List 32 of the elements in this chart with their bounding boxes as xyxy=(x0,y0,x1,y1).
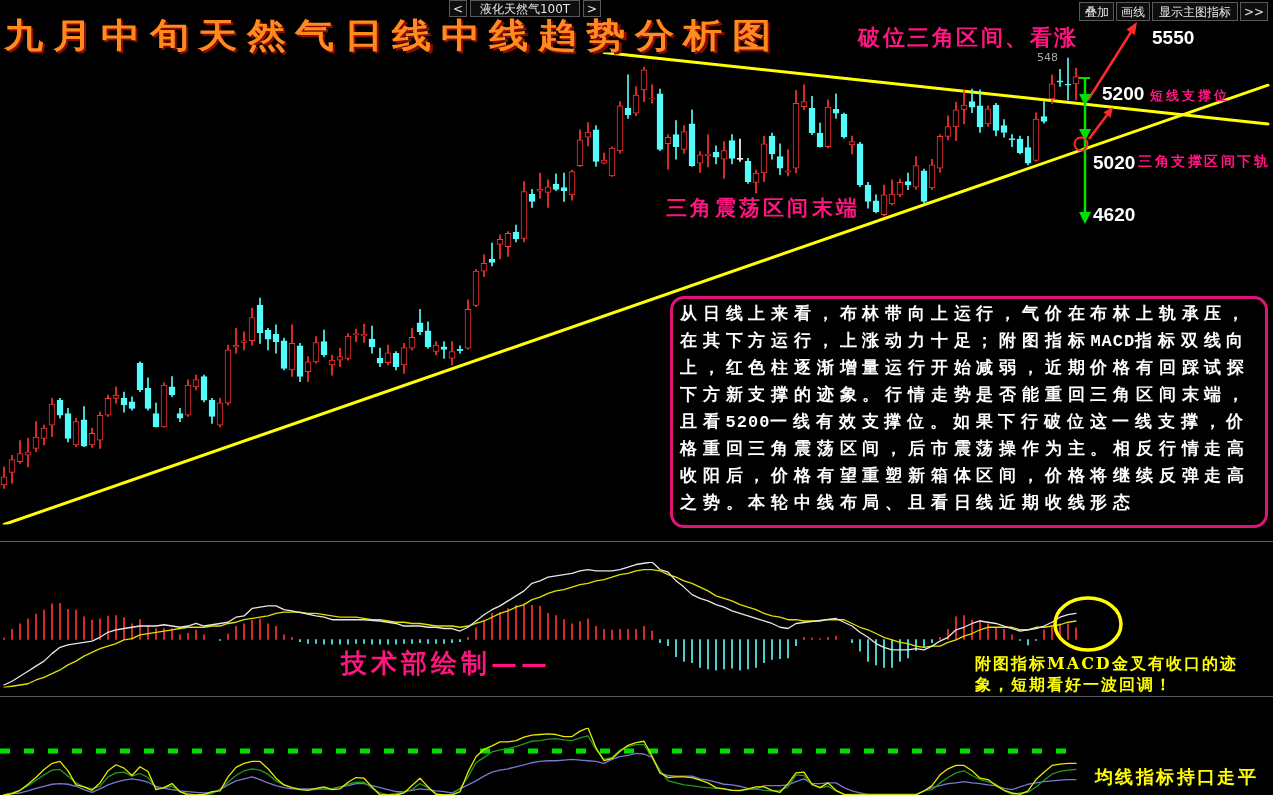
toolbar-button: 显示主图指标 xyxy=(1152,2,1238,21)
candlestick xyxy=(24,438,32,468)
annotation: 短线支撑位 xyxy=(1150,88,1230,103)
annotation: 附图指标MACD金叉有收口的迹象，短期看好一波回调！ xyxy=(975,653,1239,695)
text: 破位三角区间、看涨 xyxy=(858,24,1079,50)
annotation: 三角支撑区间下轨 xyxy=(1138,153,1270,169)
candlestick xyxy=(232,327,240,354)
annotation: 三角震荡区间末端 xyxy=(666,195,861,220)
toolbar-button: 画线 xyxy=(1116,2,1150,21)
candlestick xyxy=(1008,134,1016,148)
candlestick xyxy=(240,331,248,351)
annotation: 5200 xyxy=(1102,83,1145,104)
candlestick xyxy=(536,172,544,199)
previous-button: < xyxy=(449,0,467,17)
next-button: > xyxy=(583,0,601,17)
candlestick xyxy=(784,149,792,177)
more-button: >> xyxy=(1240,2,1268,21)
text: 5550 xyxy=(1152,27,1195,48)
candlestick xyxy=(560,172,568,202)
candlestick xyxy=(648,84,656,104)
annotation: 548 xyxy=(1037,51,1058,64)
annotation: 5020 xyxy=(1093,152,1136,173)
annotation: 技术部绘制—— xyxy=(341,648,551,678)
candlestick xyxy=(440,341,448,359)
candlestick xyxy=(1056,68,1064,87)
chart-title: 九月中旬天然气日线中线趋势分析图 xyxy=(4,15,781,55)
candlestick xyxy=(360,323,368,343)
text: 均线指标持口走平 xyxy=(1095,766,1259,787)
instrument-field: 液化天然气100T xyxy=(470,0,580,17)
annotation: 4620 xyxy=(1093,204,1136,225)
toolbar-button: 叠加 xyxy=(1079,2,1114,21)
candlestick xyxy=(1064,57,1072,101)
